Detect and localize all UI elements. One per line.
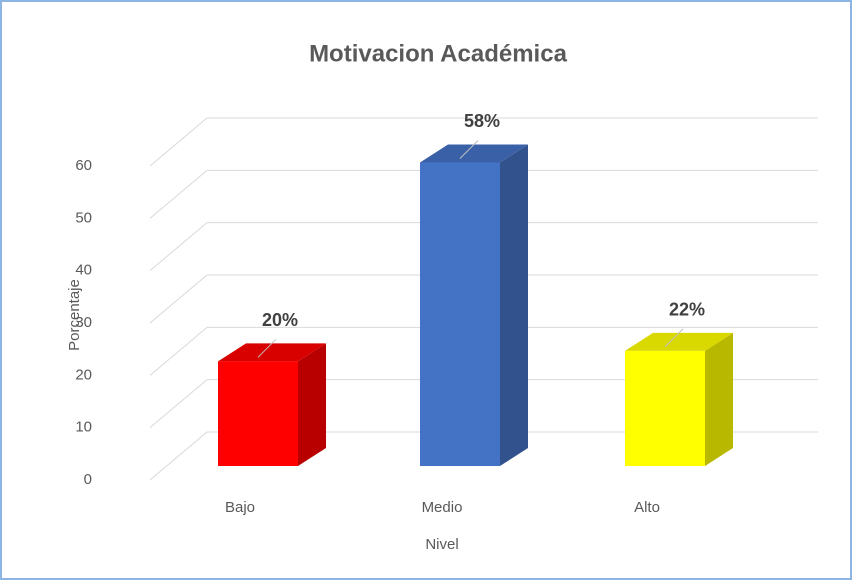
- grid-line: [149, 222, 208, 272]
- bar: [625, 350, 705, 466]
- bar-top: [625, 332, 733, 351]
- y-axis-label: Porcentaje: [66, 279, 83, 351]
- grid-line: [149, 326, 208, 376]
- grid-line: [149, 169, 208, 219]
- leader-line: [459, 140, 479, 159]
- y-tick-label: 30: [75, 314, 92, 331]
- bar: [420, 162, 500, 466]
- leader-line: [257, 338, 277, 358]
- y-tick-label: 20: [75, 366, 92, 383]
- grid-line: [149, 117, 208, 167]
- bar-side: [705, 332, 733, 466]
- y-tick-label: 50: [75, 209, 92, 226]
- grid-line: [149, 379, 208, 429]
- data-label: 22%: [669, 300, 705, 320]
- bar-top: [218, 343, 326, 362]
- y-tick-label: 10: [75, 419, 92, 436]
- bar-side: [298, 343, 326, 466]
- data-label: 20%: [262, 310, 298, 330]
- x-axis-label: Nivel: [425, 536, 458, 553]
- y-tick-label: 0: [84, 471, 92, 488]
- y-tick-label: 60: [75, 157, 92, 174]
- x-tick-label: Medio: [422, 499, 463, 516]
- y-tick-label: 40: [75, 262, 92, 279]
- x-tick-label: Bajo: [225, 499, 255, 516]
- grid-line: [149, 274, 208, 324]
- data-label: 58%: [464, 111, 500, 131]
- chart-title: Motivacion Académica: [309, 40, 568, 67]
- bar-top: [420, 144, 528, 163]
- bar: [218, 361, 298, 466]
- leader-line: [664, 328, 684, 348]
- bar-side: [500, 144, 528, 466]
- x-tick-label: Alto: [634, 499, 660, 516]
- grid-line: [149, 431, 208, 481]
